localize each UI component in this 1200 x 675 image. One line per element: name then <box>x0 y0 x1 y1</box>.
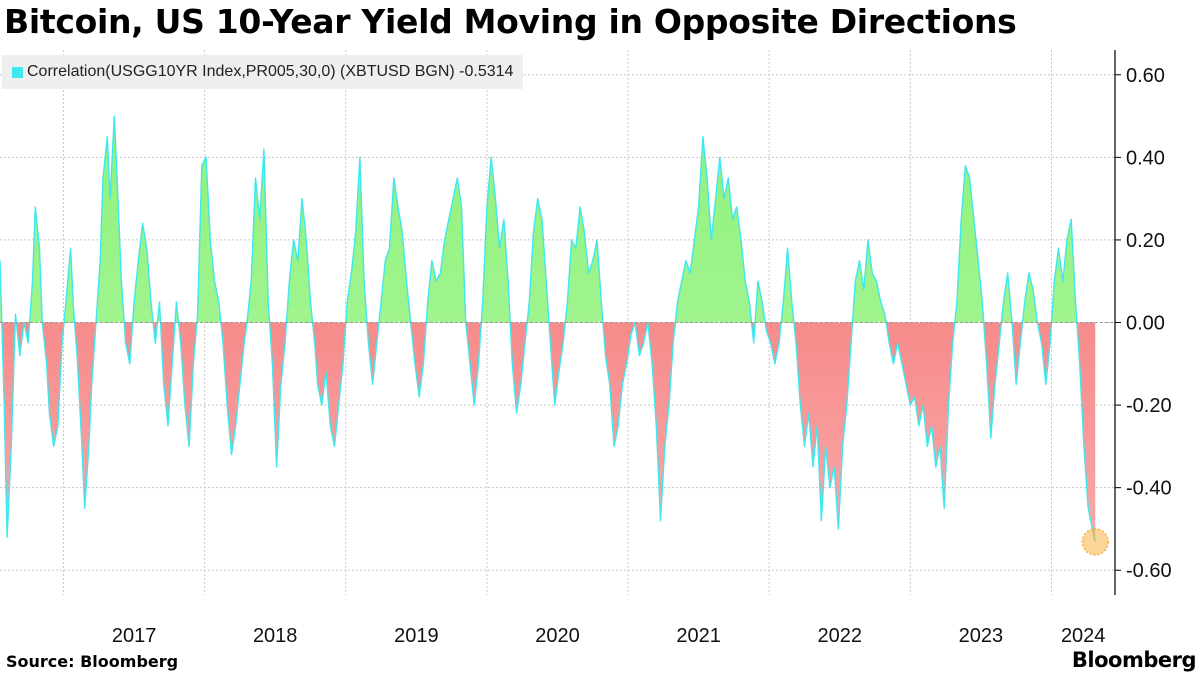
x-tick-label: 2019 <box>394 625 439 647</box>
x-tick-label: 2017 <box>112 625 157 647</box>
x-tick-label: 2021 <box>676 625 721 647</box>
legend-label: Correlation(USGG10YR Index,PR005,30,0) (… <box>27 63 514 80</box>
y-tick-label: -0.20 <box>1126 395 1172 417</box>
x-tick-label: 2024 <box>1061 625 1106 647</box>
x-tick-label: 2018 <box>253 625 298 647</box>
y-tick-label: -0.60 <box>1126 560 1172 582</box>
y-tick-label: 0.20 <box>1126 230 1165 252</box>
x-tick-label: 2023 <box>959 625 1004 647</box>
negative-area <box>1 322 1096 542</box>
x-tick-label: 2022 <box>818 625 863 647</box>
correlation-chart: 0.60 0.40 0.20 0.00 -0.20 -0.40 -0.60 2017 2018 2… <box>0 50 1172 647</box>
source-note: Source: Bloomberg <box>6 652 179 671</box>
chart-title: Bitcoin, US 10-Year Yield Moving in Oppo… <box>4 2 1017 41</box>
last-value-marker <box>1081 528 1109 556</box>
x-tick-label: 2020 <box>535 625 580 647</box>
y-tick-label: 0.40 <box>1126 147 1165 169</box>
brand-logo: Bloomberg <box>1071 648 1197 672</box>
positive-area <box>0 116 1077 323</box>
y-tick-label: 0.00 <box>1126 313 1165 335</box>
y-tick-label: 0.60 <box>1126 65 1165 87</box>
correlation-line <box>0 115 1096 543</box>
legend: Correlation(USGG10YR Index,PR005,30,0) (… <box>2 55 524 89</box>
chart-area: 0.60 0.40 0.20 0.00 -0.20 -0.40 -0.60 2017 2018 2… <box>0 48 1200 648</box>
y-tick-label: -0.40 <box>1126 478 1172 500</box>
legend-swatch <box>12 66 23 78</box>
